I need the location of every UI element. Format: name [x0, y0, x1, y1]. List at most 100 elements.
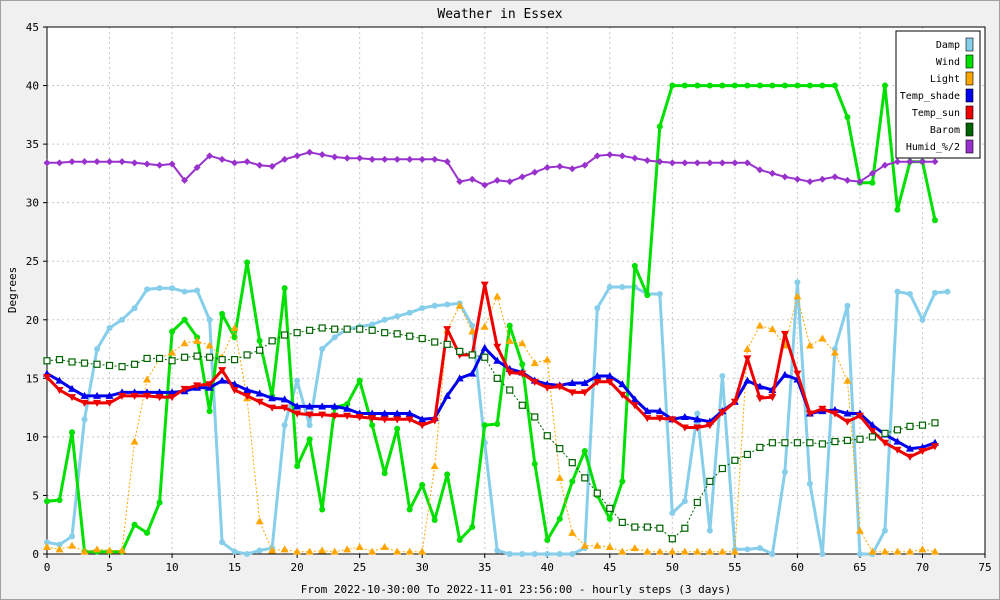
barom-point: [93, 360, 101, 368]
light-point: [518, 339, 527, 347]
humid-2-point: [406, 155, 414, 163]
damp-point: [194, 287, 201, 294]
light-point: [293, 547, 302, 555]
humid-2-point: [881, 161, 889, 169]
humid-2-point: [556, 162, 564, 170]
damp-point: [719, 372, 726, 379]
temp-shade-point: [580, 379, 589, 387]
damp-point: [819, 551, 826, 557]
temp-sun-point: [180, 385, 189, 393]
humid-2-point: [593, 152, 601, 160]
humid-2-point: [606, 151, 614, 159]
humid-2-point: [181, 176, 189, 184]
temp-sun-point: [155, 394, 164, 402]
damp-point: [106, 324, 113, 331]
damp-point: [319, 346, 326, 353]
wind-point: [806, 82, 813, 89]
humid-2-point: [568, 165, 576, 173]
damp-point: [69, 533, 76, 540]
temp-sun-point: [780, 330, 789, 338]
damp-point: [794, 279, 801, 286]
temp-shade-point: [455, 374, 464, 382]
y-tick-label: 30: [26, 197, 39, 210]
temp-shade-point: [155, 388, 164, 396]
humid-2-point: [81, 158, 89, 166]
barom-point: [243, 351, 251, 359]
wind-point: [406, 506, 413, 513]
humid-2-point: [68, 158, 76, 166]
humid-2-point: [393, 155, 401, 163]
damp-point: [156, 285, 163, 292]
light-point: [330, 547, 339, 555]
temp-sun-point: [543, 384, 552, 392]
humid-2-point: [706, 159, 714, 167]
wind-point: [56, 497, 63, 504]
humid-2-point: [493, 176, 501, 184]
temp-sun-point: [830, 410, 839, 418]
temp-shade-point: [480, 343, 489, 351]
wind-point: [456, 536, 463, 543]
damp-point: [369, 321, 376, 328]
humid-2-point: [643, 157, 651, 165]
barom-point: [893, 426, 902, 434]
temp-shade-point: [493, 356, 502, 364]
humid-2-point: [93, 158, 101, 166]
temp-shade-point: [330, 402, 339, 410]
barom-point: [581, 474, 589, 482]
temp-sun-point: [755, 395, 764, 403]
light-point: [468, 327, 477, 335]
humid-2-point: [168, 160, 176, 168]
barom-point: [205, 353, 214, 361]
humid-2-point: [468, 175, 476, 183]
humid-2-point: [743, 159, 751, 167]
temp-shade-point: [105, 391, 114, 399]
temp-sun-series: [43, 281, 939, 461]
humid-2-point: [581, 161, 589, 169]
wind-point: [231, 334, 238, 341]
wind-point: [644, 292, 651, 299]
wind-point: [469, 524, 476, 531]
light-point: [693, 547, 702, 555]
damp-point: [94, 346, 101, 353]
humid-2-point: [731, 159, 739, 167]
temp-shade-point: [405, 409, 414, 417]
wind-point: [494, 421, 501, 428]
damp-point: [919, 316, 926, 323]
temp-sun-point: [580, 389, 589, 397]
barom-point: [518, 401, 526, 409]
y-tick-label: 40: [26, 80, 39, 93]
barom-point: [481, 353, 489, 361]
light-point: [805, 341, 814, 349]
legend-swatch-temp-shade: [965, 88, 974, 103]
wind-point: [894, 206, 901, 213]
temp-sun-point: [718, 409, 727, 417]
temp-sun-point: [930, 443, 939, 451]
damp-point: [694, 410, 701, 417]
barom-point: [356, 325, 364, 333]
temp-sun-point: [255, 398, 264, 406]
barom-point: [543, 432, 551, 440]
damp-point: [169, 285, 176, 292]
temp-shade-point: [243, 386, 252, 394]
light-point: [505, 336, 514, 344]
light-point: [305, 547, 314, 555]
x-axis-label: From 2022-10-30:00 To 2022-11-01 23:56:0…: [301, 583, 731, 596]
barom-point: [818, 440, 827, 448]
temp-sun-point: [55, 387, 64, 395]
temp-sun-point: [618, 391, 627, 399]
y-tick-label: 25: [26, 255, 39, 268]
humid-2-point: [193, 164, 201, 172]
light-point: [43, 542, 51, 550]
barom-point: [693, 498, 701, 507]
temp-sun-point: [855, 412, 864, 420]
wind-point: [419, 481, 426, 488]
humid-2-point: [118, 158, 126, 166]
humid-2-point: [43, 159, 51, 167]
barom-point: [643, 523, 651, 531]
light-point: [530, 359, 539, 367]
temp-shade-point: [693, 415, 702, 423]
light-point: [718, 547, 727, 555]
barom-series: [43, 324, 939, 543]
wind-point: [44, 498, 50, 505]
